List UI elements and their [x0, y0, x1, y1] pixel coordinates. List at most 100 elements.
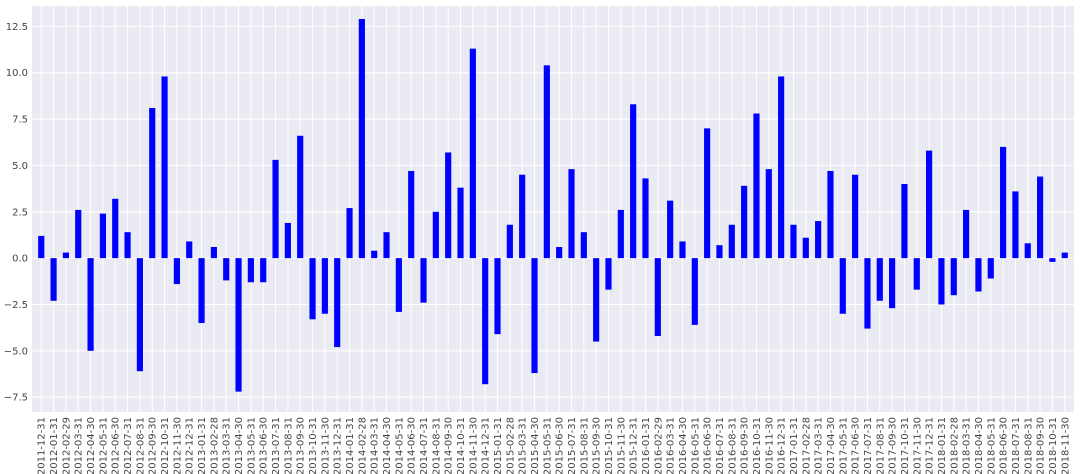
x-tick-label: 2017-09-30 — [888, 417, 899, 474]
bar-2017-12-31 — [926, 150, 933, 259]
x-tick-label: 2015-03-31 — [518, 417, 529, 474]
x-tick-label: 2016-09-30 — [740, 417, 751, 474]
bar-2013-01-31 — [198, 258, 205, 324]
x-tick-label: 2015-05-31 — [542, 417, 553, 474]
x-tick-label: 2012-03-31 — [74, 417, 85, 474]
bar-2013-10-31 — [309, 258, 316, 320]
bar-2018-03-31 — [963, 209, 970, 259]
bar-2015-01-31 — [494, 258, 501, 335]
bar-2013-09-30 — [297, 135, 304, 259]
bar-2014-05-31 — [395, 258, 402, 312]
bar-2013-05-31 — [247, 258, 254, 283]
y-tick-label: 7.5 — [12, 115, 28, 126]
x-tick-label: 2017-02-28 — [801, 417, 812, 474]
x-tick-label: 2013-12-31 — [333, 417, 344, 474]
x-tick-label: 2012-10-31 — [160, 417, 171, 474]
bar-2017-05-31 — [839, 258, 846, 314]
bar-2015-04-30 — [531, 258, 538, 374]
plot-area — [32, 6, 1074, 412]
x-tick-label: 2016-07-31 — [715, 417, 726, 474]
y-tick-label: −7.5 — [4, 393, 28, 404]
x-tick-label: 2015-04-30 — [530, 417, 541, 474]
x-tick-label: 2014-03-31 — [370, 417, 381, 474]
y-tick-label: 10.0 — [6, 68, 28, 79]
y-tick-label: 2.5 — [12, 207, 28, 218]
bar-2018-01-31 — [938, 258, 945, 305]
bar-2017-06-30 — [852, 174, 859, 259]
bar-2014-12-31 — [482, 258, 489, 385]
bar-2014-07-31 — [420, 258, 427, 303]
x-tick-label: 2012-09-30 — [148, 417, 159, 474]
x-tick-label: 2012-05-31 — [98, 417, 109, 474]
x-tick-label: 2018-04-30 — [974, 417, 985, 474]
y-tick-label: 12.5 — [6, 22, 28, 33]
x-tick-label: 2012-04-30 — [86, 417, 97, 474]
bar-2016-04-30 — [679, 241, 686, 259]
x-tick-label: 2017-03-31 — [814, 417, 825, 474]
bar-2015-05-31 — [543, 65, 550, 259]
x-tick-label: 2018-07-31 — [1011, 417, 1022, 474]
bar-2013-07-31 — [272, 159, 279, 259]
bar-2013-08-31 — [284, 222, 291, 259]
y-tick-label: 5.0 — [12, 161, 28, 172]
y-tick-label: −2.5 — [4, 300, 28, 311]
bar-2017-04-30 — [827, 170, 834, 259]
x-tick-label: 2018-02-28 — [949, 417, 960, 474]
x-tick-label: 2018-09-30 — [1036, 417, 1047, 474]
x-tick-label: 2013-01-31 — [197, 417, 208, 474]
x-tick-label: 2016-01-31 — [641, 417, 652, 474]
bar-2018-09-30 — [1037, 176, 1044, 259]
bar-2012-11-30 — [173, 258, 180, 285]
bar-2016-05-31 — [691, 258, 698, 325]
bar-2018-04-30 — [975, 258, 982, 292]
bar-2016-08-31 — [728, 224, 735, 259]
bar-2012-07-31 — [124, 232, 131, 259]
x-tick-label: 2015-07-31 — [567, 417, 578, 474]
x-tick-label: 2014-08-31 — [431, 417, 442, 474]
x-tick-label: 2014-02-28 — [357, 417, 368, 474]
bar-2018-05-31 — [987, 258, 994, 279]
x-tick-label: 2015-02-28 — [505, 417, 516, 474]
y-tick-label: −5.0 — [4, 346, 28, 357]
bars — [38, 18, 1068, 392]
bar-2014-02-28 — [358, 18, 365, 259]
x-tick-label: 2017-10-31 — [900, 417, 911, 474]
x-tick-label: 2015-11-30 — [616, 417, 627, 474]
bar-2015-11-30 — [617, 209, 624, 259]
bar-2017-02-28 — [802, 237, 809, 259]
x-tick-label: 2013-04-30 — [234, 417, 245, 474]
x-tick-label: 2014-11-30 — [468, 417, 479, 474]
bar-2018-07-31 — [1012, 191, 1019, 259]
x-tick-label: 2015-10-31 — [604, 417, 615, 474]
x-tick-label: 2015-08-31 — [579, 417, 590, 474]
x-tick-label: 2018-06-30 — [999, 417, 1010, 474]
x-tick-label: 2017-06-30 — [851, 417, 862, 474]
bar-2015-12-31 — [630, 104, 637, 259]
bar-2017-08-31 — [876, 258, 883, 301]
x-tick-label: 2017-08-31 — [875, 417, 886, 474]
x-tick-label: 2013-06-30 — [259, 417, 270, 474]
x-tick-label: 2014-04-30 — [382, 417, 393, 474]
x-tick-label: 2016-10-31 — [752, 417, 763, 474]
bar-2017-09-30 — [889, 258, 896, 309]
x-tick-label: 2016-03-31 — [666, 417, 677, 474]
bar-2016-10-31 — [753, 113, 760, 259]
grid-lines — [32, 6, 1074, 412]
bar-2012-04-30 — [87, 258, 94, 351]
x-tick-label: 2018-01-31 — [937, 417, 948, 474]
bar-2014-04-30 — [383, 232, 390, 259]
x-tick-label: 2012-07-31 — [123, 417, 134, 474]
x-tick-label: 2013-09-30 — [296, 417, 307, 474]
x-tick-label: 2017-05-31 — [838, 417, 849, 474]
x-tick-label: 2016-12-31 — [777, 417, 788, 474]
x-tick-label: 2018-05-31 — [986, 417, 997, 474]
x-tick-label: 2013-02-28 — [209, 417, 220, 474]
x-tick-label: 2014-07-31 — [419, 417, 430, 474]
x-tick-label: 2013-07-31 — [271, 417, 282, 474]
x-tick-label: 2016-05-31 — [690, 417, 701, 474]
bar-2015-02-28 — [506, 224, 513, 259]
x-tick-label: 2016-04-30 — [678, 417, 689, 474]
x-tick-label: 2012-12-31 — [185, 417, 196, 474]
x-tick-label: 2014-06-30 — [407, 417, 418, 474]
